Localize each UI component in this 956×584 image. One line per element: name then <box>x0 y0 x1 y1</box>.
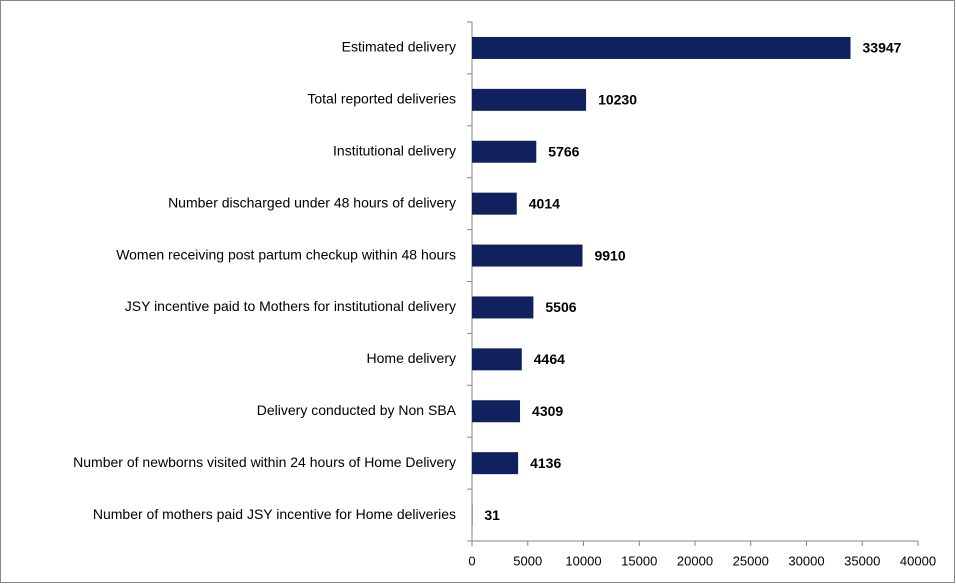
x-tick-label: 5000 <box>513 553 542 568</box>
category-label: Estimated delivery <box>342 39 456 55</box>
value-label: 4309 <box>532 403 563 419</box>
category-label: Home delivery <box>367 350 456 366</box>
category-label: JSY incentive paid to Mothers for instit… <box>125 298 456 314</box>
value-label: 10230 <box>598 92 637 108</box>
category-label: Number of newborns visited within 24 hou… <box>73 454 456 470</box>
value-label: 4464 <box>534 351 565 367</box>
value-label: 31 <box>484 507 500 523</box>
category-label: Women receiving post partum checkup with… <box>116 246 456 262</box>
value-label: 5766 <box>548 143 579 159</box>
x-tick-label: 40000 <box>900 553 936 568</box>
x-tick-label: 20000 <box>677 553 713 568</box>
category-label: Total reported deliveries <box>307 91 456 107</box>
value-label: 4014 <box>529 195 560 211</box>
value-label: 9910 <box>594 247 625 263</box>
x-tick-label: 0 <box>468 553 475 568</box>
x-tick-label: 25000 <box>733 553 769 568</box>
bar <box>472 192 517 215</box>
value-label: 5506 <box>545 299 576 315</box>
value-label: 33947 <box>863 40 902 56</box>
category-label: Institutional delivery <box>333 142 456 158</box>
x-tick-label: 15000 <box>621 553 657 568</box>
category-label: Number discharged under 48 hours of deli… <box>168 194 456 210</box>
bar <box>472 348 522 371</box>
bar <box>472 400 521 423</box>
bar <box>472 296 534 319</box>
bar <box>472 88 587 111</box>
x-tick-label: 10000 <box>565 553 601 568</box>
bar <box>472 244 583 267</box>
x-tick-label: 30000 <box>788 553 824 568</box>
category-label: Number of mothers paid JSY incentive for… <box>93 506 456 522</box>
bar <box>472 140 537 163</box>
value-label: 4136 <box>530 455 561 471</box>
category-label: Delivery conducted by Non SBA <box>257 402 457 418</box>
bar <box>472 36 851 59</box>
x-tick-label: 35000 <box>844 553 880 568</box>
bar <box>472 452 519 475</box>
